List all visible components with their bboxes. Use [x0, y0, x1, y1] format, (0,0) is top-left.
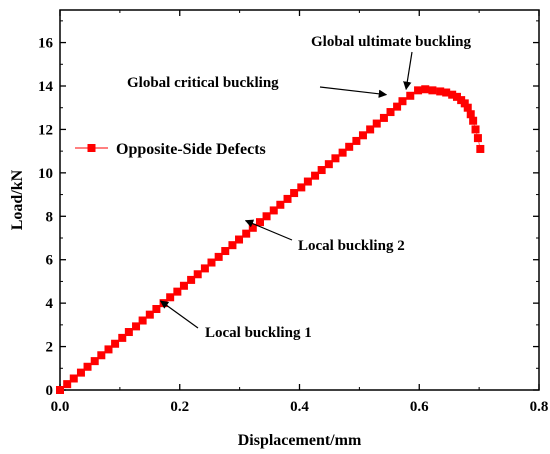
data-point — [173, 287, 182, 296]
data-point — [248, 223, 257, 232]
data-point — [476, 144, 485, 153]
data-point — [448, 90, 457, 99]
data-point — [56, 386, 64, 394]
x-tick-label: 0.6 — [410, 399, 429, 415]
data-point — [235, 235, 244, 244]
data-point — [466, 110, 475, 119]
data-point — [345, 142, 354, 151]
data-point — [379, 113, 388, 122]
x-tick-label: 0.2 — [170, 399, 189, 415]
data-point — [166, 293, 175, 302]
data-point — [187, 275, 196, 284]
y-tick-label: 14 — [38, 79, 54, 95]
data-point — [83, 362, 92, 371]
data-point — [352, 136, 361, 145]
annotation-arrow — [319, 86, 388, 98]
data-point — [338, 148, 347, 157]
data-point — [69, 374, 78, 383]
data-point — [366, 125, 375, 134]
data-point — [290, 189, 299, 198]
y-tick-label: 0 — [46, 383, 54, 399]
data-point — [200, 264, 209, 273]
data-point — [242, 229, 251, 238]
annotation-arrow — [403, 51, 413, 91]
data-point — [207, 258, 216, 267]
data-point — [76, 368, 85, 377]
data-point — [303, 177, 312, 186]
annotation-arrow — [244, 219, 293, 241]
data-point — [132, 322, 141, 331]
data-point — [221, 247, 230, 256]
data-point — [104, 345, 113, 354]
data-point — [269, 206, 278, 215]
data-point — [414, 86, 423, 95]
data-point — [469, 116, 478, 125]
data-point — [179, 281, 188, 290]
legend-label: Opposite-Side Defects — [116, 141, 266, 158]
data-point — [324, 160, 333, 169]
data-point — [262, 212, 271, 221]
data-point — [393, 102, 402, 111]
data-point — [228, 241, 237, 250]
data-point — [317, 166, 326, 175]
x-tick-label: 0.4 — [290, 399, 309, 415]
data-point — [124, 328, 133, 337]
annotation-label: Global critical buckling — [127, 75, 279, 91]
data-point — [473, 134, 482, 143]
x-tick-label: 0.0 — [51, 399, 70, 415]
data-point — [311, 171, 320, 180]
data-point — [331, 154, 340, 163]
x-axis-title: Displacement/mm — [238, 432, 362, 449]
data-point — [398, 97, 407, 106]
data-point — [442, 88, 451, 97]
y-tick-label: 2 — [46, 340, 54, 356]
series-line — [59, 88, 481, 391]
annotation-label: Local buckling 2 — [298, 238, 405, 254]
data-point — [152, 305, 161, 314]
data-point — [428, 86, 437, 95]
data-point — [63, 380, 72, 389]
data-point — [452, 92, 461, 101]
annotation-label: Local buckling 1 — [205, 325, 312, 341]
data-point — [276, 200, 285, 209]
data-point — [372, 119, 381, 128]
data-point — [463, 103, 472, 112]
annotation-arrow — [159, 300, 199, 329]
data-point — [283, 194, 292, 203]
data-point — [145, 310, 154, 319]
legend-marker — [87, 144, 96, 152]
y-tick-label: 16 — [38, 36, 54, 52]
data-point — [297, 183, 306, 192]
data-point — [90, 357, 99, 366]
y-tick-label: 4 — [46, 296, 54, 312]
annotation-label: Global ultimate buckling — [311, 34, 472, 50]
y-tick-label: 6 — [46, 253, 54, 269]
x-tick-label: 0.8 — [530, 399, 549, 415]
data-point — [421, 85, 430, 94]
data-point — [436, 87, 445, 96]
data-point — [193, 270, 202, 279]
plot-area: 0.0 0.2 0.4 0.6 0.8 0 2 4 6 8 10 12 14 16 Displacement… — [9, 9, 549, 449]
data-point — [255, 218, 264, 227]
data-point — [214, 252, 223, 261]
y-tick-label: 8 — [46, 209, 54, 225]
y-axis-title: Load/kN — [9, 169, 26, 230]
data-point — [97, 351, 106, 360]
data-point — [386, 108, 395, 117]
y-tick-label: 12 — [38, 122, 53, 138]
data-point — [471, 125, 480, 134]
data-point — [460, 99, 469, 108]
data-point — [406, 91, 415, 100]
data-point — [358, 131, 367, 140]
data-point — [111, 339, 120, 348]
y-tick-label: 10 — [38, 166, 53, 182]
data-point — [138, 316, 147, 325]
data-point — [118, 333, 127, 342]
